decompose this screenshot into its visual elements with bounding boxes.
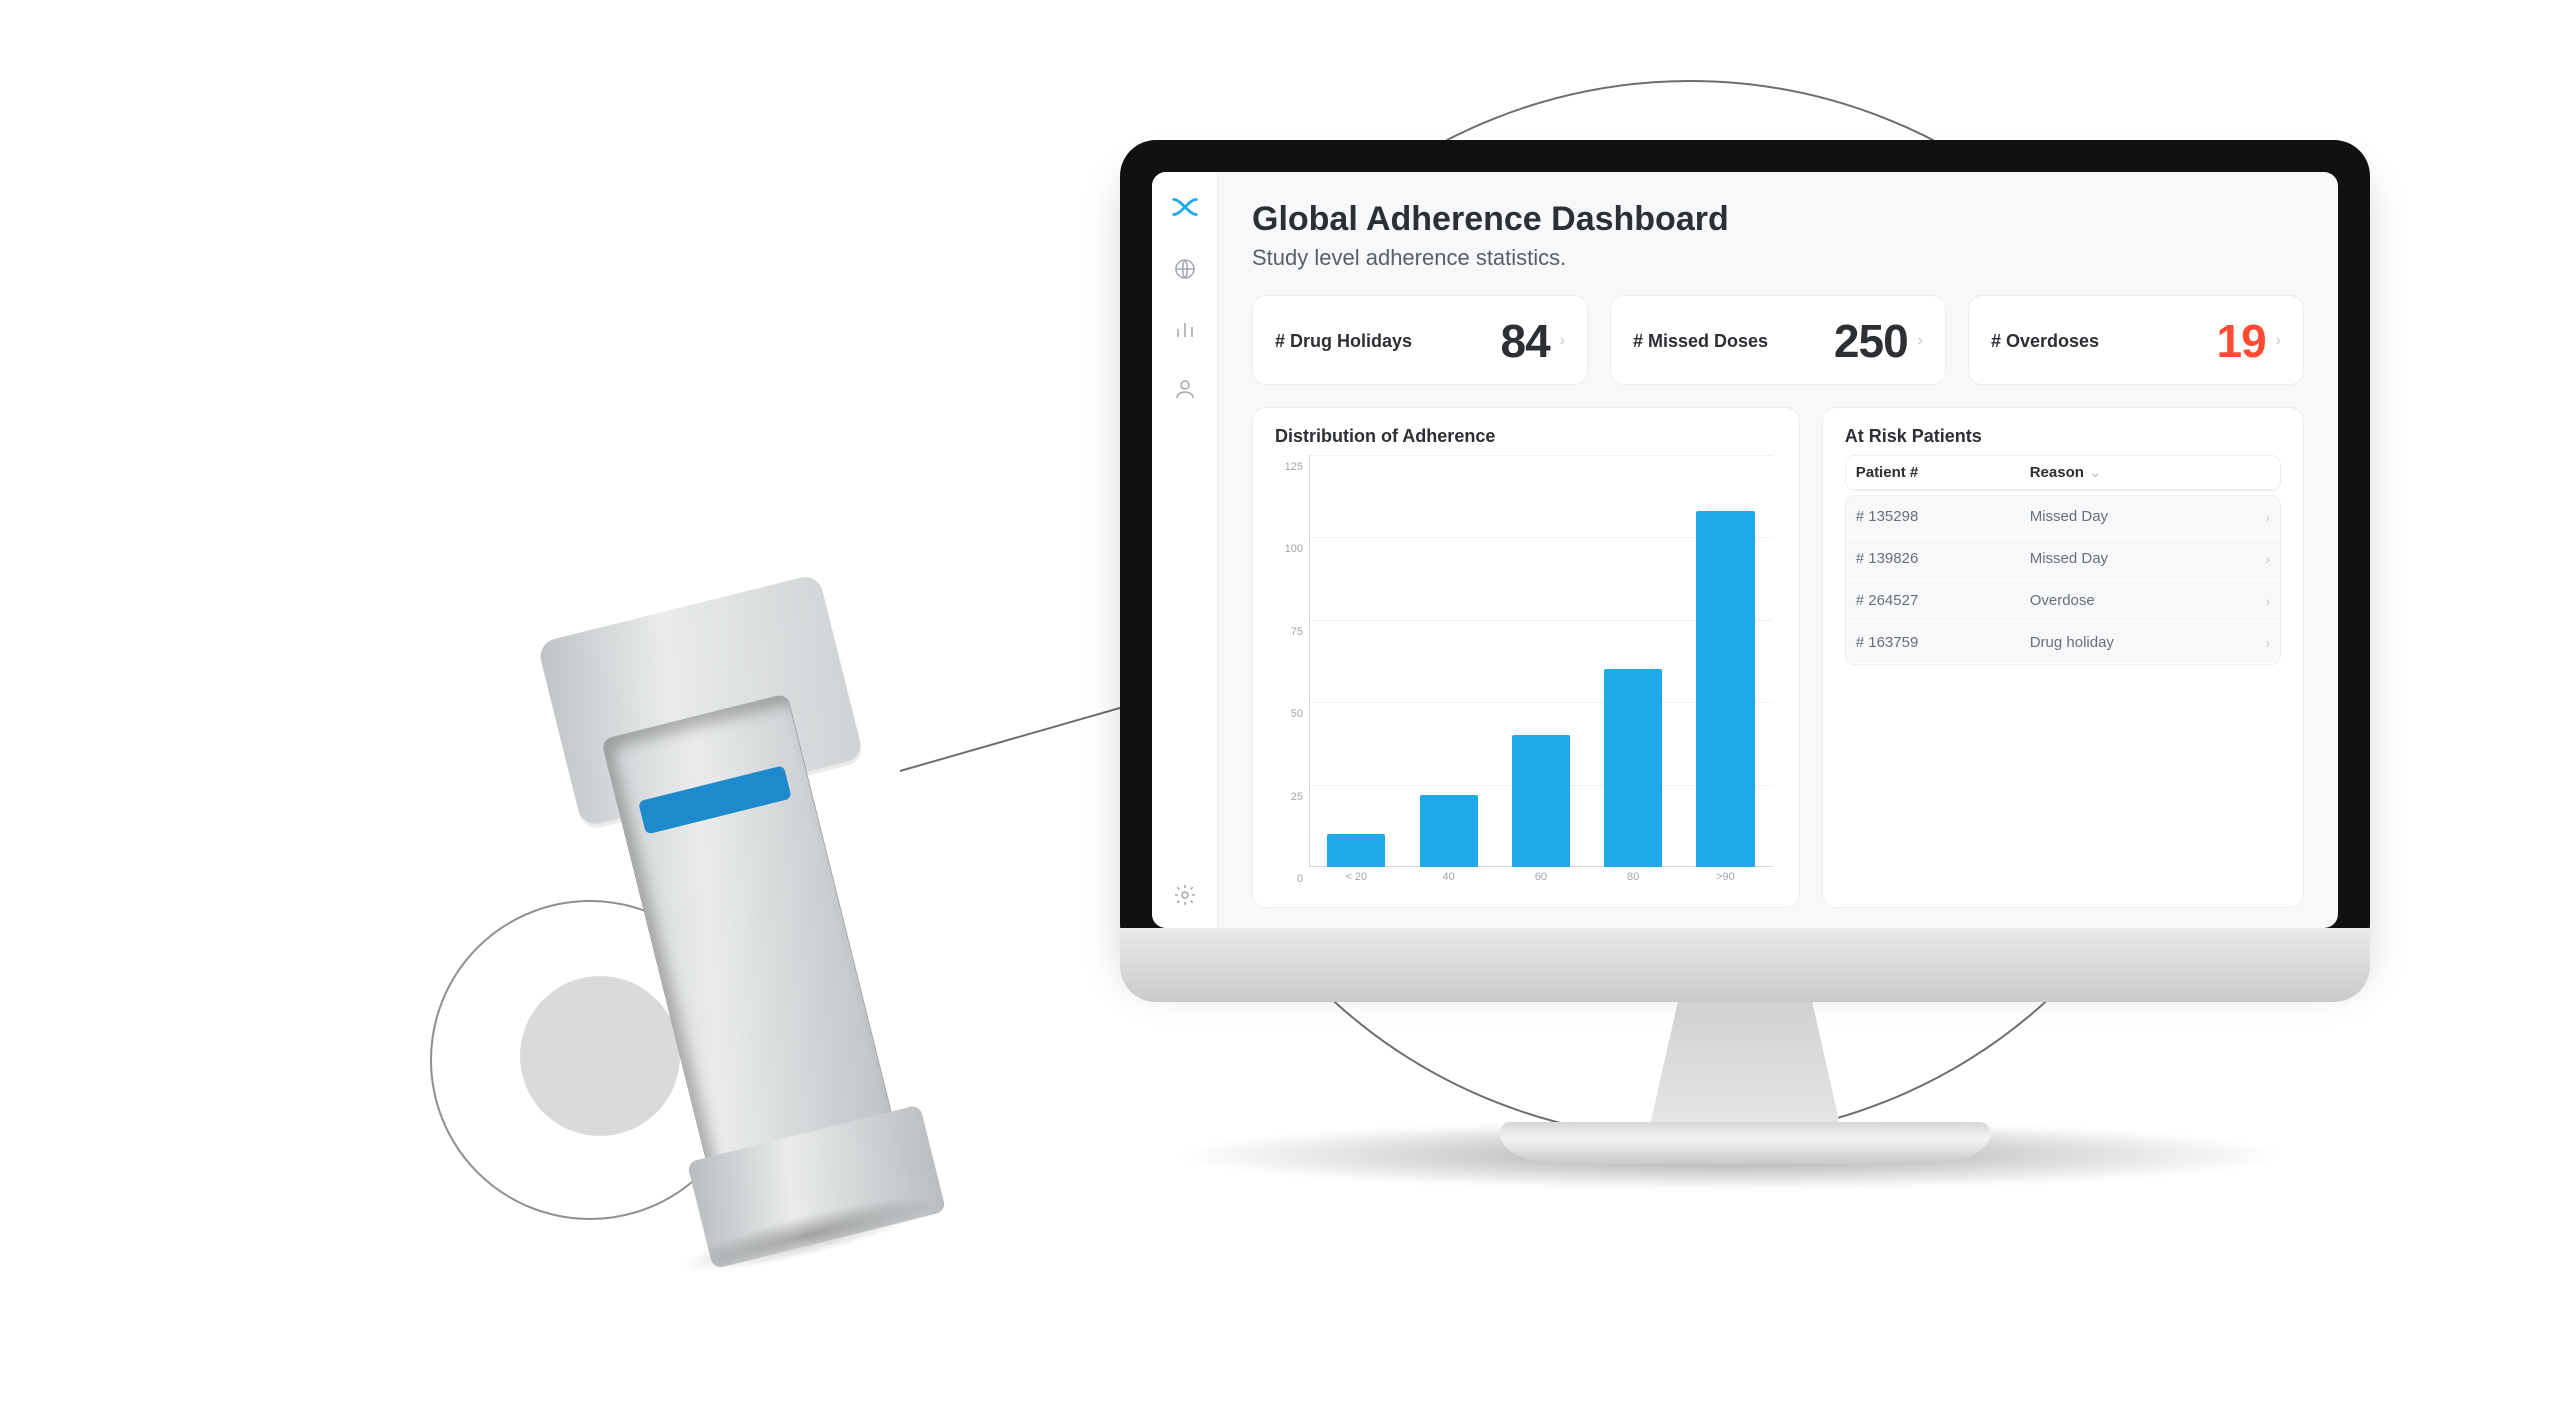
table-header: Patient # Reason ⌄: [1845, 455, 2281, 491]
canvas: Global Adherence Dashboard Study level a…: [0, 0, 2560, 1416]
globe-icon[interactable]: [1170, 254, 1200, 284]
x-axis-label: < 20: [1319, 871, 1394, 893]
panel-title: At Risk Patients: [1845, 426, 2281, 447]
monitor-base: [1500, 1122, 1990, 1164]
table-row[interactable]: # 139826Missed Day›: [1846, 538, 2280, 580]
screen: Global Adherence Dashboard Study level a…: [1152, 172, 2338, 928]
table-body: # 135298Missed Day›# 139826Missed Day›# …: [1845, 495, 2281, 665]
cell-reason: Drug holiday: [2030, 634, 2266, 651]
stat-label: # Missed Doses: [1633, 331, 1768, 352]
table-row[interactable]: # 163759Drug holiday›: [1846, 622, 2280, 664]
y-axis-tick: 100: [1285, 543, 1303, 555]
sort-caret-icon: ⌄: [2090, 465, 2101, 481]
stat-card-missed-doses[interactable]: # Missed Doses 250 ›: [1610, 295, 1946, 385]
y-axis-tick: 125: [1285, 461, 1303, 473]
at-risk-patients-panel: At Risk Patients Patient # Reason ⌄ # 13…: [1822, 407, 2304, 908]
main-content: Global Adherence Dashboard Study level a…: [1218, 172, 2338, 928]
chevron-right-icon: ›: [2265, 635, 2270, 651]
stat-label: # Overdoses: [1991, 331, 2099, 352]
adherence-bar-chart: 0 25 50 75 100 125 < 20 40 60 80 >90: [1275, 455, 1777, 893]
chart-bar[interactable]: [1420, 795, 1478, 868]
y-axis-tick: 0: [1297, 873, 1303, 885]
monitor-chin: [1120, 928, 2370, 1002]
table-column-reason[interactable]: Reason ⌄: [2030, 464, 2270, 481]
chevron-right-icon: ›: [1918, 332, 1923, 350]
stat-value: 250: [1834, 314, 1908, 368]
x-axis-label: >90: [1688, 871, 1763, 893]
page-subtitle: Study level adherence statistics.: [1252, 245, 2304, 271]
cell-reason: Missed Day: [2030, 508, 2266, 525]
inhaler-device: [454, 500, 1045, 1339]
connector-line: [900, 698, 1150, 772]
sidebar: [1152, 172, 1218, 928]
cell-patient: # 163759: [1856, 634, 2030, 651]
stat-label: # Drug Holidays: [1275, 331, 1412, 352]
chart-bar[interactable]: [1512, 735, 1570, 867]
chevron-right-icon: ›: [2265, 593, 2270, 609]
table-row[interactable]: # 264527Overdose›: [1846, 580, 2280, 622]
settings-icon[interactable]: [1170, 880, 1200, 910]
user-icon[interactable]: [1170, 374, 1200, 404]
table-row[interactable]: # 135298Missed Day›: [1846, 496, 2280, 538]
adherence-chart-panel: Distribution of Adherence 0 25 50 75 100 125 …: [1252, 407, 1800, 908]
table-column-patient[interactable]: Patient #: [1856, 464, 2030, 481]
chevron-right-icon: ›: [1560, 332, 1565, 350]
stat-cards-row: # Drug Holidays 84 › # Missed Doses 250 …: [1252, 295, 2304, 385]
y-axis-tick: 25: [1291, 791, 1303, 803]
panel-title: Distribution of Adherence: [1275, 426, 1777, 447]
stat-value: 19: [2217, 314, 2266, 368]
table-column-reason-label: Reason: [2030, 464, 2084, 481]
app-logo-icon: [1168, 190, 1202, 224]
bar-chart-icon[interactable]: [1170, 314, 1200, 344]
cell-reason: Overdose: [2030, 592, 2266, 609]
chevron-right-icon: ›: [2265, 509, 2270, 525]
cell-patient: # 139826: [1856, 550, 2030, 567]
chart-bar[interactable]: [1696, 511, 1754, 867]
cell-patient: # 135298: [1856, 508, 2030, 525]
chevron-right-icon: ›: [2265, 551, 2270, 567]
chart-bar[interactable]: [1604, 669, 1662, 867]
x-axis-label: 80: [1596, 871, 1671, 893]
y-axis-tick: 50: [1291, 708, 1303, 720]
stat-card-drug-holidays[interactable]: # Drug Holidays 84 ›: [1252, 295, 1588, 385]
stat-value: 84: [1501, 314, 1550, 368]
cell-reason: Missed Day: [2030, 550, 2266, 567]
page-title: Global Adherence Dashboard: [1252, 200, 2304, 239]
x-axis-label: 60: [1504, 871, 1579, 893]
chevron-right-icon: ›: [2276, 332, 2281, 350]
x-axis-label: 40: [1411, 871, 1486, 893]
y-axis-tick: 75: [1291, 626, 1303, 638]
stat-card-overdoses[interactable]: # Overdoses 19 ›: [1968, 295, 2304, 385]
monitor-bezel: Global Adherence Dashboard Study level a…: [1120, 140, 2370, 960]
chart-bar[interactable]: [1327, 834, 1385, 867]
lower-panels: Distribution of Adherence 0 25 50 75 100 125 …: [1252, 407, 2304, 908]
cell-patient: # 264527: [1856, 592, 2030, 609]
